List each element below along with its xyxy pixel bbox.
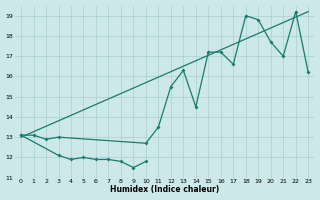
X-axis label: Humidex (Indice chaleur): Humidex (Indice chaleur) xyxy=(110,185,219,194)
